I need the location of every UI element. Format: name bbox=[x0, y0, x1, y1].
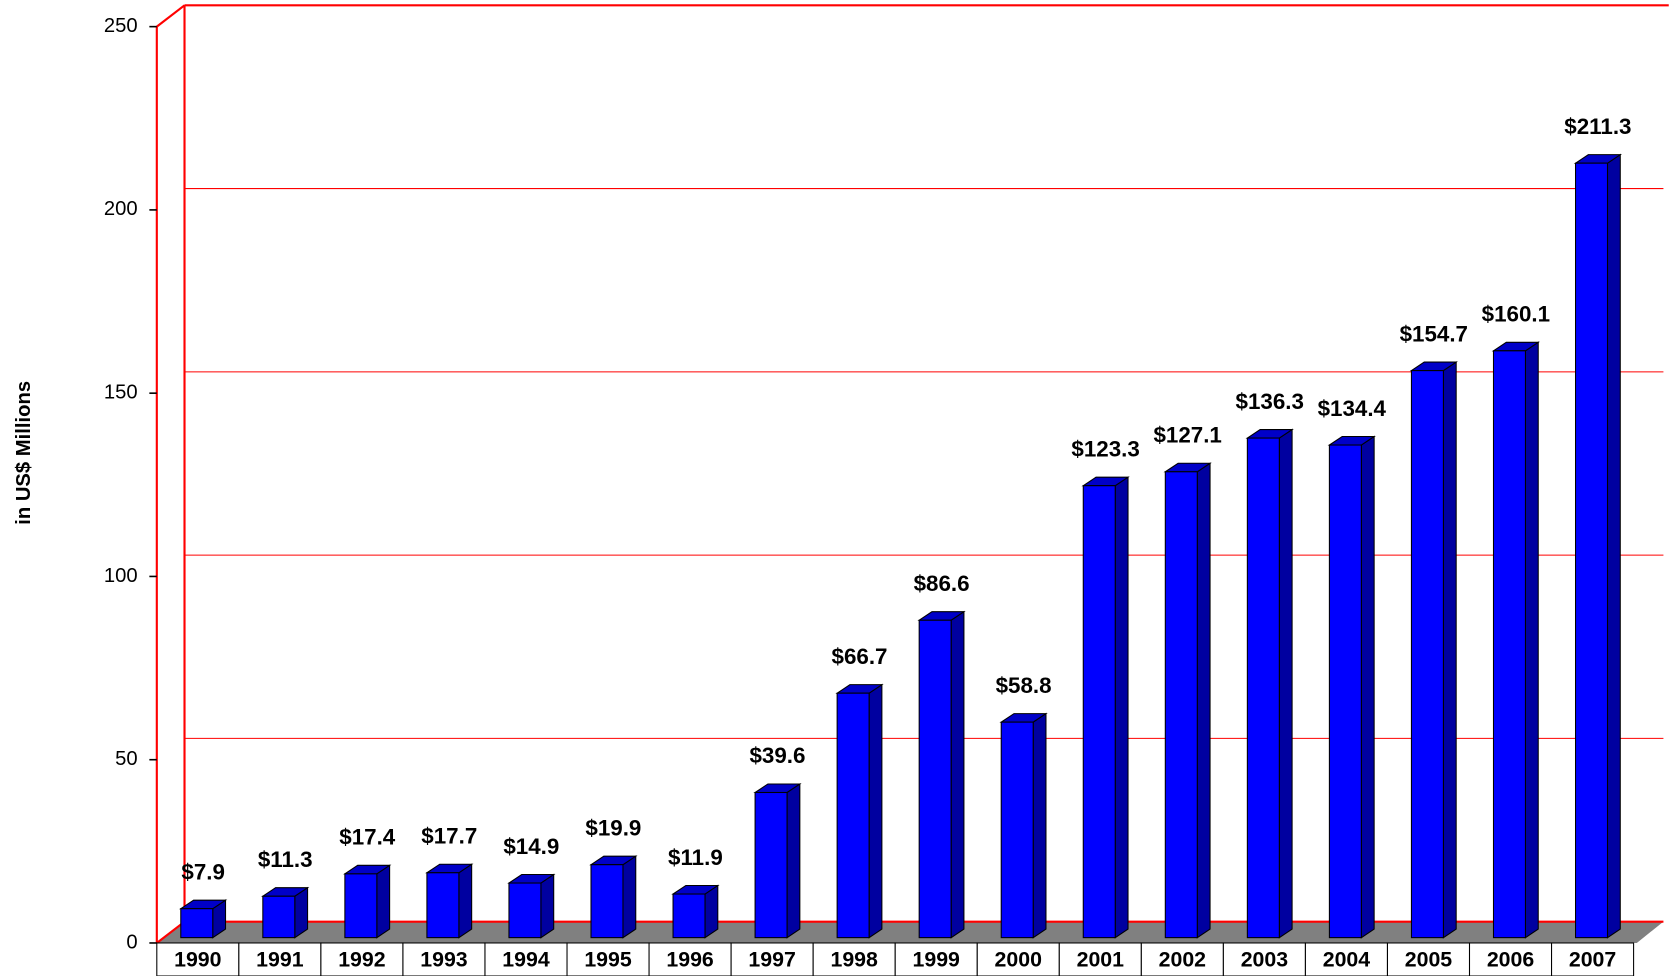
y-tick-label: 250 bbox=[104, 15, 138, 37]
x-tick-label: 1992 bbox=[338, 948, 385, 972]
value-label: $154.7 bbox=[1400, 321, 1468, 346]
bar bbox=[918, 619, 952, 939]
category-cell bbox=[1468, 942, 1553, 976]
value-label: $127.1 bbox=[1153, 423, 1221, 448]
bar bbox=[1410, 370, 1444, 939]
value-label: $14.9 bbox=[503, 834, 559, 859]
bar-side bbox=[458, 863, 473, 939]
category-cell bbox=[648, 942, 732, 976]
x-tick-label: 2002 bbox=[1159, 948, 1206, 972]
bar-side bbox=[1032, 712, 1047, 939]
category-cell bbox=[894, 942, 978, 976]
y-axis-label: in US$ Millions bbox=[13, 381, 35, 525]
category-cell bbox=[1222, 942, 1306, 976]
y-tick-label: 50 bbox=[115, 748, 138, 770]
bar bbox=[1328, 444, 1362, 939]
bar-side bbox=[1360, 435, 1375, 939]
category-cell bbox=[1551, 942, 1635, 976]
bar-side bbox=[786, 782, 801, 939]
value-label: $134.4 bbox=[1318, 396, 1387, 421]
bar bbox=[672, 893, 706, 939]
value-label: $211.3 bbox=[1564, 114, 1631, 139]
value-label: $17.7 bbox=[421, 824, 477, 849]
value-label: $66.7 bbox=[832, 644, 888, 669]
bar-side bbox=[1196, 462, 1211, 939]
category-cell bbox=[730, 942, 814, 976]
y-tick-label: 150 bbox=[104, 382, 138, 404]
x-tick-label: 1996 bbox=[666, 948, 714, 972]
value-label: $58.8 bbox=[996, 673, 1052, 698]
bar-side bbox=[1278, 428, 1293, 939]
bar bbox=[1492, 350, 1526, 939]
y-tick-label: 0 bbox=[126, 931, 137, 953]
value-label: $11.9 bbox=[668, 845, 723, 870]
category-cell bbox=[1058, 942, 1142, 976]
x-tick-label: 1999 bbox=[913, 948, 961, 972]
x-tick-label: 2003 bbox=[1241, 948, 1289, 972]
value-label: $136.3 bbox=[1236, 389, 1304, 414]
x-tick-label: 1998 bbox=[830, 948, 878, 972]
bar-side bbox=[376, 864, 391, 939]
category-cell bbox=[484, 942, 568, 976]
value-label: $7.9 bbox=[181, 859, 225, 884]
value-label: $17.4 bbox=[339, 825, 396, 850]
bar bbox=[180, 908, 214, 939]
category-cell bbox=[402, 942, 486, 976]
bar bbox=[1246, 437, 1280, 939]
x-tick-label: 2007 bbox=[1569, 948, 1616, 972]
x-tick-label: 1997 bbox=[748, 948, 795, 972]
y-tick-label: 200 bbox=[104, 198, 138, 220]
bar-side bbox=[622, 855, 637, 939]
category-cell bbox=[566, 942, 650, 976]
side-wall-bottom bbox=[156, 920, 186, 944]
side-wall-top bbox=[156, 4, 186, 28]
bar bbox=[1164, 471, 1198, 939]
value-label: $160.1 bbox=[1482, 302, 1550, 327]
bar-side bbox=[950, 610, 965, 939]
category-cell bbox=[976, 942, 1060, 976]
bar-side bbox=[1524, 341, 1539, 939]
bar bbox=[1082, 485, 1116, 939]
x-tick-label: 1990 bbox=[174, 948, 221, 972]
bar bbox=[1574, 162, 1609, 939]
bar-side bbox=[868, 683, 883, 939]
bar bbox=[590, 864, 624, 939]
category-cell bbox=[1140, 942, 1224, 976]
x-tick-label: 2001 bbox=[1077, 948, 1125, 972]
category-cell bbox=[812, 942, 896, 976]
category-cell bbox=[320, 942, 404, 976]
x-tick-label: 1993 bbox=[420, 948, 468, 972]
bar bbox=[1000, 721, 1034, 939]
bar bbox=[426, 872, 460, 939]
x-tick-label: 2006 bbox=[1487, 948, 1535, 972]
bar bbox=[754, 791, 788, 939]
category-cell bbox=[156, 942, 240, 976]
value-label: $39.6 bbox=[749, 743, 805, 768]
bar bbox=[262, 895, 296, 939]
x-tick-label: 1995 bbox=[584, 948, 632, 972]
x-tick-label: 1994 bbox=[502, 948, 550, 972]
value-label: $11.3 bbox=[258, 847, 313, 872]
value-label: $86.6 bbox=[914, 571, 970, 596]
bar-side bbox=[1114, 476, 1129, 939]
x-tick-label: 1991 bbox=[256, 948, 304, 972]
bar-side bbox=[540, 873, 555, 939]
bar-side bbox=[1442, 361, 1457, 939]
bar-side bbox=[1606, 153, 1621, 939]
value-label: $123.3 bbox=[1071, 436, 1139, 461]
x-tick-label: 2004 bbox=[1323, 948, 1371, 972]
bar bbox=[508, 882, 542, 939]
x-tick-label: 2005 bbox=[1405, 948, 1453, 972]
value-label: $19.9 bbox=[585, 815, 641, 840]
bar bbox=[836, 692, 870, 939]
x-tick-label: 2000 bbox=[995, 948, 1042, 972]
y-tick-label: 100 bbox=[104, 565, 138, 587]
bar bbox=[344, 873, 378, 939]
